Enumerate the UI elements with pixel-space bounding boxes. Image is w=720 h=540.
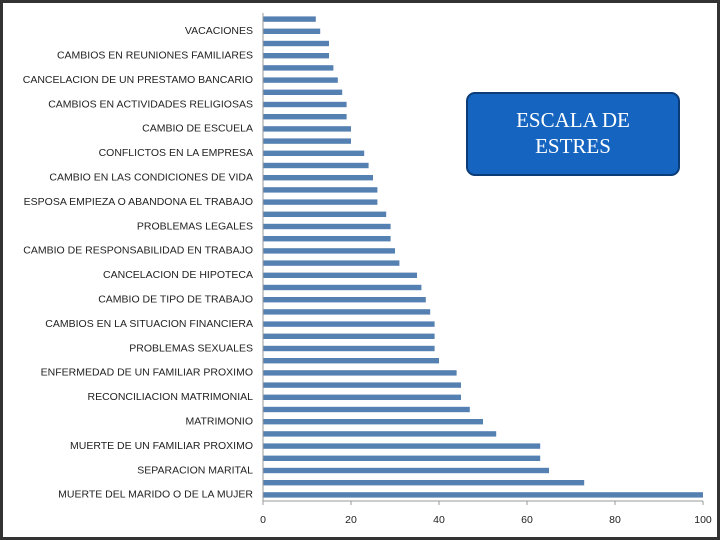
- bar: [263, 492, 703, 498]
- y-tick-label: CANCELACION DE UN PRESTAMO BANCARIO: [23, 74, 253, 86]
- bar: [263, 443, 541, 449]
- y-tick-label: ENFERMEDAD DE UN FAMILIAR PROXIMO: [41, 367, 253, 379]
- bar: [263, 223, 391, 230]
- bar: [263, 309, 431, 315]
- y-tick-label: PROBLEMAS LEGALES: [137, 220, 253, 232]
- y-tick-label: RECONCILIACION MATRIMONIAL: [88, 391, 254, 403]
- bar: [263, 16, 316, 22]
- x-tick-label: 60: [521, 514, 533, 526]
- y-tick-label: MUERTE DEL MARIDO O DE LA MUJER: [58, 489, 253, 501]
- bar: [263, 419, 483, 425]
- bar: [263, 297, 426, 303]
- bar: [263, 211, 387, 217]
- bar: [263, 65, 334, 71]
- bar: [263, 284, 422, 291]
- bar: [263, 333, 435, 339]
- bar: [263, 89, 343, 95]
- y-tick-label: MATRIMONIO: [186, 415, 253, 427]
- y-tick-label: SEPARACION MARITAL: [137, 464, 253, 476]
- bar: [263, 53, 329, 59]
- y-tick-label: CANCELACION DE HIPOTECA: [103, 269, 253, 281]
- annotation-holder: ESCALA DE ESTRES: [516, 108, 630, 158]
- bar: [263, 272, 417, 278]
- bar: [263, 406, 470, 413]
- bar: [263, 77, 338, 83]
- bar: [263, 28, 321, 34]
- bar: [263, 321, 435, 327]
- bar: [263, 370, 457, 376]
- annotation: ESCALA DE ESTRES: [516, 108, 630, 158]
- y-tick-label: ESPOSA EMPIEZA O ABANDONA EL TRABAJO: [24, 196, 253, 208]
- y-tick-label: CAMBIOS EN REUNIONES FAMILIARES: [57, 49, 253, 61]
- bar: [263, 467, 549, 474]
- bar: [263, 455, 541, 461]
- bar: [263, 236, 391, 242]
- annotation-box: [466, 92, 680, 176]
- y-tick-label: CONFLICTOS EN LA EMPRESA: [99, 147, 253, 159]
- bar: [263, 150, 365, 156]
- bar: [263, 431, 497, 437]
- bar: [263, 394, 461, 400]
- x-tick-label: 100: [694, 514, 712, 526]
- x-tick-label: 20: [345, 514, 357, 526]
- bar: [263, 382, 461, 388]
- y-tick-label: CAMBIO DE ESCUELA: [142, 123, 253, 135]
- y-tick-label: CAMBIO DE TIPO DE TRABAJO: [98, 293, 253, 305]
- bar: [263, 248, 395, 254]
- y-tick-label: CAMBIO EN LAS CONDICIONES DE VIDA: [49, 171, 253, 183]
- bar: [263, 175, 373, 181]
- bar: [263, 138, 351, 144]
- bar: [263, 40, 329, 47]
- bar: [263, 126, 351, 132]
- y-tick-label: CAMBIOS EN ACTIVIDADES RELIGIOSAS: [48, 98, 253, 110]
- bar: [263, 480, 585, 486]
- x-tick-label: 40: [433, 514, 445, 526]
- bar: [263, 114, 347, 120]
- bar: [263, 199, 378, 205]
- y-tick-label: MUERTE DE UN FAMILIAR PROXIMO: [70, 440, 253, 452]
- bar: [263, 162, 369, 169]
- y-tick-label: CAMBIO DE RESPONSABILIDAD EN TRABAJO: [23, 245, 253, 257]
- x-tick-label: 0: [260, 514, 266, 526]
- x-tick-label: 80: [609, 514, 621, 526]
- bar: [263, 345, 435, 352]
- bar: [263, 358, 439, 364]
- bar: [263, 187, 378, 193]
- bar: [263, 260, 400, 266]
- bar: [263, 101, 347, 108]
- y-tick-label: VACACIONES: [185, 25, 253, 37]
- y-tick-label: PROBLEMAS SEXUALES: [129, 342, 253, 354]
- y-tick-label: CAMBIOS EN LA SITUACION FINANCIERA: [45, 318, 253, 330]
